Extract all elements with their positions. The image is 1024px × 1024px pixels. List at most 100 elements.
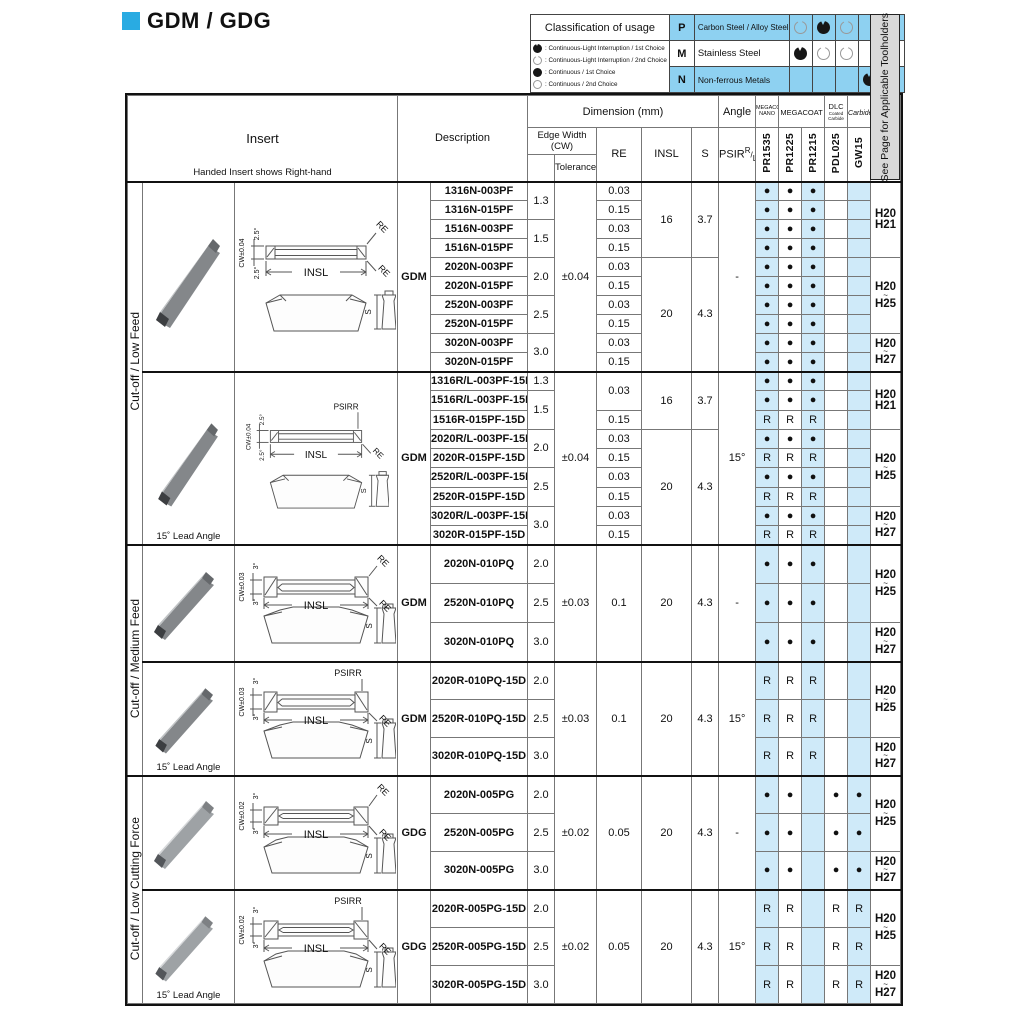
grade-mark: ● bbox=[755, 295, 780, 315]
grade-mark bbox=[824, 448, 849, 468]
re-value: 0.03 bbox=[596, 333, 642, 353]
grade-mark: ● bbox=[778, 200, 803, 220]
page-ref: H20 ~ H25 bbox=[870, 543, 902, 623]
grade-mark: ● bbox=[755, 622, 780, 662]
usage-legend: : Continuous-Light Interruption / 1st Ch… bbox=[530, 40, 670, 93]
grade-mark bbox=[847, 660, 872, 700]
insert-description: 1516N-003PF bbox=[430, 219, 528, 239]
grade-mark bbox=[824, 543, 849, 584]
insert-photo-image bbox=[155, 239, 220, 328]
grade-mark bbox=[824, 622, 849, 662]
insert-header: Insert Handed Insert shows Right-hand bbox=[127, 95, 398, 182]
svg-text:RE: RE bbox=[375, 552, 391, 568]
dimension-header: Dimension (mm) bbox=[526, 95, 720, 128]
insert-photo-image bbox=[153, 801, 214, 869]
grade-mark: ● bbox=[778, 505, 803, 526]
grade-mark: ● bbox=[778, 180, 803, 201]
cw-value: 2.5 bbox=[527, 295, 555, 334]
cw-value: 2.5 bbox=[527, 927, 555, 966]
insl-value: 20 bbox=[641, 888, 692, 1004]
usage-mark bbox=[811, 14, 836, 41]
grade-mark: ● bbox=[778, 219, 803, 239]
diagram-drawing: CW±0.04 2.5° 2.5° INSL RE RE S bbox=[239, 219, 397, 332]
grade-mark bbox=[847, 505, 872, 526]
grade-mark bbox=[847, 737, 872, 776]
grade-mark bbox=[847, 525, 872, 545]
cw-value: 2.0 bbox=[527, 428, 555, 468]
insert-description: 3020N-005PG bbox=[430, 851, 528, 890]
grade-mark: ● bbox=[755, 390, 780, 411]
svg-text:RE: RE bbox=[376, 263, 392, 279]
page-ref: H20 H21 bbox=[870, 370, 902, 430]
grade-mark bbox=[847, 200, 872, 220]
grade-mark bbox=[847, 467, 872, 488]
grade-mark: R bbox=[824, 927, 849, 966]
usage-mark bbox=[811, 66, 836, 93]
cw-value: 2.0 bbox=[527, 257, 555, 296]
usage-mark bbox=[834, 14, 859, 41]
psir-value: 15° bbox=[718, 370, 757, 545]
series-prefix: GDG bbox=[397, 888, 431, 1004]
svg-text:INSL: INSL bbox=[304, 600, 328, 612]
grade-mark: ● bbox=[778, 583, 803, 623]
page-ref: H20 ~ H25 bbox=[870, 660, 902, 738]
svg-text:CW±0.03: CW±0.03 bbox=[239, 687, 246, 716]
re-value: 0.15 bbox=[596, 238, 642, 258]
grade-mark: ● bbox=[778, 370, 803, 391]
grade-mark: R bbox=[755, 927, 780, 966]
grade-mark: R bbox=[755, 699, 780, 738]
re-value: 0.1 bbox=[596, 543, 642, 662]
grade-group-megacoat: MEGACOAT bbox=[778, 95, 826, 128]
grade-mark: R bbox=[847, 888, 872, 928]
psir-value: - bbox=[718, 774, 757, 890]
grade-mark bbox=[824, 467, 849, 488]
grade-mark: R bbox=[778, 409, 803, 430]
svg-text:S: S bbox=[359, 488, 368, 493]
cw-subheader-empty bbox=[527, 154, 555, 182]
grade-mark: ● bbox=[801, 467, 826, 488]
insert-photo-image bbox=[154, 916, 213, 982]
re-value: 0.15 bbox=[596, 352, 642, 372]
svg-text:RE: RE bbox=[371, 446, 386, 461]
s-value: 3.7 bbox=[690, 180, 720, 258]
insert-description: 2020N-015PF bbox=[430, 276, 528, 296]
insert-description: 2520N-003PF bbox=[430, 295, 528, 315]
svg-text:2.5°: 2.5° bbox=[258, 413, 266, 425]
grade-group-megacoat-nano: MEGACOAT NANO bbox=[755, 95, 780, 128]
svg-text:3°: 3° bbox=[252, 562, 260, 569]
cw-value: 1.5 bbox=[527, 390, 555, 430]
grade-mark: ● bbox=[778, 774, 803, 814]
grade-mark: R bbox=[755, 448, 780, 468]
insl-value: 20 bbox=[641, 774, 692, 890]
grade-mark: ● bbox=[824, 851, 849, 890]
grade-mark bbox=[847, 352, 872, 372]
grade-mark: ● bbox=[778, 276, 803, 296]
svg-text:INSL: INSL bbox=[304, 943, 328, 955]
grade-mark: ● bbox=[801, 180, 826, 201]
insert-description: 1316N-015PF bbox=[430, 200, 528, 220]
material-code: M bbox=[668, 40, 695, 67]
cw-value: 2.0 bbox=[527, 543, 555, 584]
grade-mark: R bbox=[778, 525, 803, 545]
grade-mark: ● bbox=[801, 583, 826, 623]
tolerance-value: ±0.04 bbox=[554, 180, 597, 372]
cw-value: 2.0 bbox=[527, 660, 555, 700]
s-value: 3.7 bbox=[690, 370, 720, 430]
grade-mark bbox=[847, 390, 872, 411]
grade-mark bbox=[824, 200, 849, 220]
grade-mark bbox=[847, 543, 872, 584]
re-value: 0.03 bbox=[596, 180, 642, 201]
svg-text:PSIRR: PSIRR bbox=[334, 668, 362, 678]
grade-mark: ● bbox=[824, 813, 849, 852]
grade-gw15: GW15 bbox=[847, 127, 872, 182]
usage-mark bbox=[834, 66, 859, 93]
grade-mark: ● bbox=[778, 314, 803, 334]
insert-photo bbox=[142, 180, 235, 372]
grade-mark: ● bbox=[755, 543, 780, 584]
grade-mark: ● bbox=[755, 583, 780, 623]
svg-text:PSIRR: PSIRR bbox=[334, 896, 362, 906]
grade-pr1225: PR1225 bbox=[778, 127, 803, 182]
usage-mark bbox=[788, 40, 813, 67]
grade-mark bbox=[847, 314, 872, 334]
material-name: Carbon Steel / Alloy Steel bbox=[693, 14, 790, 41]
